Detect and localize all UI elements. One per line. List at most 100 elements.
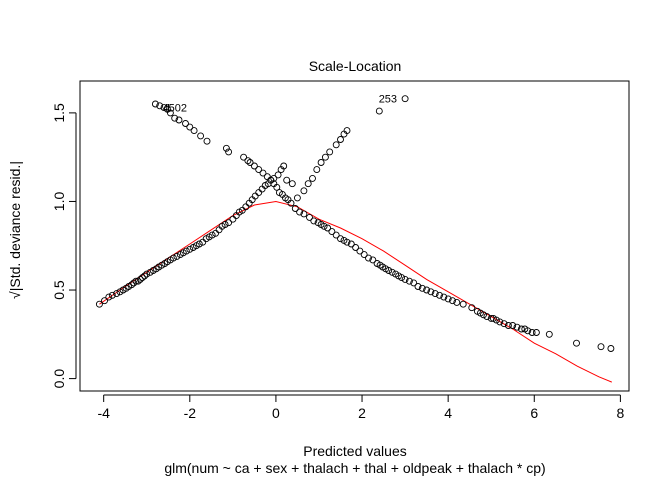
data-point	[287, 199, 295, 207]
data-point	[197, 132, 205, 140]
data-point	[136, 275, 144, 283]
data-point	[337, 235, 344, 243]
data-point	[449, 297, 456, 305]
data-point	[607, 345, 615, 352]
data-point	[138, 274, 146, 282]
data-point	[405, 277, 413, 285]
data-point	[296, 208, 304, 216]
data-point	[401, 275, 409, 283]
data-point	[332, 231, 340, 239]
data-point	[259, 169, 267, 177]
data-point	[528, 329, 536, 336]
plot-frame	[79, 80, 630, 392]
x-tick-label: 2	[358, 405, 366, 421]
data-point	[300, 210, 308, 218]
y-tick-label: 0.5	[51, 280, 67, 300]
data-point	[352, 244, 360, 251]
data-point	[199, 238, 207, 246]
y-tick-label: 0.0	[51, 369, 67, 389]
data-point	[151, 100, 159, 108]
chart-title: Scale-Location	[309, 58, 402, 74]
data-point	[182, 247, 190, 255]
data-point	[132, 277, 140, 285]
data-point	[250, 162, 258, 170]
data-point	[240, 153, 248, 161]
data-point	[221, 221, 229, 228]
data-point	[573, 339, 580, 347]
data-point	[310, 217, 318, 225]
data-point	[431, 290, 439, 298]
data-point	[440, 293, 448, 301]
y-tick-label: 1.5	[51, 103, 67, 123]
data-point	[225, 148, 233, 156]
data-point	[274, 171, 282, 179]
data-point	[134, 277, 142, 285]
data-point	[324, 224, 332, 232]
data-point	[182, 120, 189, 127]
data-point	[242, 203, 250, 211]
data-point	[251, 192, 259, 200]
data-point	[453, 298, 461, 306]
data-point	[128, 281, 136, 289]
data-point	[360, 251, 368, 259]
y-axis: 0.0 0.5 1.0 1.5	[51, 103, 77, 389]
data-point	[524, 327, 532, 335]
data-point	[483, 313, 491, 321]
data-point	[212, 229, 220, 237]
data-point	[385, 267, 393, 274]
smooth-layer	[99, 200, 612, 383]
data-point	[427, 288, 435, 296]
x-tick-label: 6	[530, 405, 538, 421]
point-annotation: 253	[379, 94, 397, 106]
data-point	[423, 286, 431, 294]
y-axis-label: √|Std. deviance resid.|	[7, 161, 23, 299]
data-point	[517, 325, 525, 333]
data-point	[480, 311, 487, 319]
data-point	[597, 343, 605, 351]
data-point	[545, 330, 553, 338]
x-tick-label: 4	[444, 405, 452, 421]
data-point	[238, 206, 246, 214]
data-point	[143, 270, 151, 278]
data-point	[513, 323, 521, 331]
data-point	[113, 290, 121, 298]
data-point	[186, 245, 194, 253]
data-point	[313, 166, 321, 174]
data-point	[300, 187, 308, 195]
data-point	[186, 123, 194, 131]
data-point	[343, 238, 351, 246]
data-point	[195, 240, 203, 248]
data-point	[171, 114, 179, 122]
data-point	[410, 279, 418, 287]
data-point	[492, 316, 500, 324]
data-point	[328, 228, 336, 236]
data-point	[283, 176, 291, 184]
data-point	[509, 322, 517, 329]
data-point	[304, 180, 312, 188]
point-annotation: 4502	[162, 103, 186, 115]
data-point	[156, 102, 164, 110]
data-point	[326, 148, 334, 156]
data-point	[173, 252, 181, 260]
data-point	[222, 144, 230, 152]
x-tick-label: 8	[616, 405, 624, 421]
data-point	[418, 284, 426, 292]
data-point	[375, 107, 383, 115]
data-point	[293, 194, 301, 202]
data-point	[337, 136, 344, 143]
data-point	[229, 215, 237, 223]
x-tick-label: 0	[272, 405, 280, 421]
data-point	[280, 162, 288, 170]
data-point	[291, 205, 299, 212]
data-point	[532, 329, 540, 336]
data-point	[190, 127, 198, 135]
data-point	[317, 159, 325, 166]
data-point	[436, 291, 443, 299]
model-formula-subtitle: glm(num ~ ca + sex + thalach + thal + ol…	[164, 460, 545, 476]
data-point	[444, 295, 452, 303]
data-point	[169, 254, 177, 262]
data-point	[365, 254, 372, 262]
points-layer	[95, 95, 615, 352]
